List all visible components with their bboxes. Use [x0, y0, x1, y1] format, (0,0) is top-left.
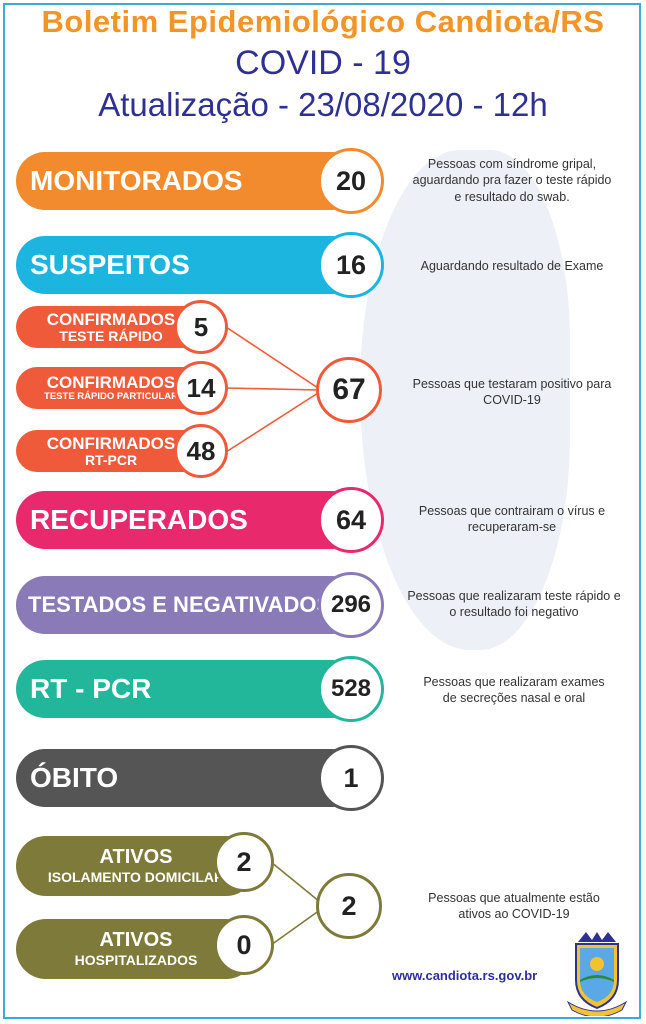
recuperados-label-bar: RECUPERADOS: [16, 491, 361, 549]
confirmados-rt-pcr-count: 48: [174, 424, 228, 478]
page-frame: [3, 3, 641, 1019]
obito-count: 1: [318, 745, 384, 811]
testados-description: Pessoas que realizaram teste rápido e o …: [407, 589, 621, 620]
municipal-crest-icon: [566, 932, 628, 1016]
monitorados-label: MONITORADOS: [30, 165, 243, 196]
confirmados-label: CONFIRMADOS: [46, 373, 176, 393]
recuperados-label: RECUPERADOS: [30, 504, 248, 535]
confirmados-particular-count: 14: [174, 361, 228, 415]
testados-count: 296: [318, 572, 384, 638]
recuperados-count: 64: [318, 487, 384, 553]
ativos-description: Pessoas que atualmente estão ativos ao C…: [428, 891, 600, 922]
teste-rapido-particular-label: TESTE RÁPIDO PARTICULAR: [44, 390, 178, 402]
ativos-domiciliar-bar: ATIVOS ISOLAMENTO DOMICILAR: [16, 836, 256, 896]
monitorados-label-bar: MONITORADOS: [16, 152, 361, 210]
confirmados-label: CONFIRMADOS: [46, 309, 176, 329]
testados-label-bar: TESTADOS E NEGATIVADOS: [16, 576, 361, 634]
rt-pcr-description: Pessoas que realizaram exames de secreçõ…: [423, 675, 605, 706]
testados-label: TESTADOS E NEGATIVADOS: [28, 592, 332, 617]
recuperados-description: Pessoas que contrairam o vírus e recuper…: [418, 504, 606, 535]
bulletin-title: Boletim Epidemiológico Candiota/RS: [41, 4, 605, 39]
ativos-label: ATIVOS: [99, 929, 173, 952]
confirmados-description: Pessoas que testaram positivo para COVID…: [412, 377, 612, 408]
suspeitos-label: SUSPEITOS: [30, 249, 190, 280]
bulletin-subtitle: COVID - 19: [235, 44, 411, 82]
ativos-hospital-count: 0: [214, 915, 274, 975]
suspeitos-count: 16: [318, 232, 384, 298]
confirmados-teste-rapido-count: 5: [174, 300, 228, 354]
obito-label-bar: ÓBITO: [16, 749, 361, 807]
website-link[interactable]: www.candiota.rs.gov.br: [392, 968, 538, 983]
confirmados-label: CONFIRMADOS: [46, 433, 176, 453]
rt-pcr-count: 528: [318, 656, 384, 722]
ativos-total-count: 2: [316, 873, 382, 939]
rt-pcr-label: RT-PCR: [84, 451, 138, 468]
ativos-domiciliar-count: 2: [214, 832, 274, 892]
confirmados-teste-rapido-bar: CONFIRMADOS TESTE RÁPIDO: [16, 306, 206, 348]
rt-pcr-label-bar: RT - PCR: [16, 660, 361, 718]
ativos-label: ATIVOS: [99, 846, 173, 869]
confirmados-total-count: 67: [316, 357, 382, 423]
teste-rapido-label: TESTE RÁPIDO: [59, 327, 163, 344]
background-shape: [360, 150, 570, 650]
update-date: Atualização - 23/08/2020 - 12h: [98, 86, 548, 123]
obito-label: ÓBITO: [30, 762, 119, 793]
monitorados-description: Pessoas com síndrome gripal, aguardando …: [412, 157, 612, 204]
suspeitos-description: Aguardando resultado de Exame: [420, 259, 604, 273]
rt-pcr-label: RT - PCR: [30, 673, 152, 704]
monitorados-count: 20: [318, 148, 384, 214]
hospitalizados-label: HOSPITALIZADOS: [74, 952, 198, 969]
isolamento-domicilar-label: ISOLAMENTO DOMICILAR: [47, 869, 225, 886]
suspeitos-label-bar: SUSPEITOS: [16, 236, 361, 294]
